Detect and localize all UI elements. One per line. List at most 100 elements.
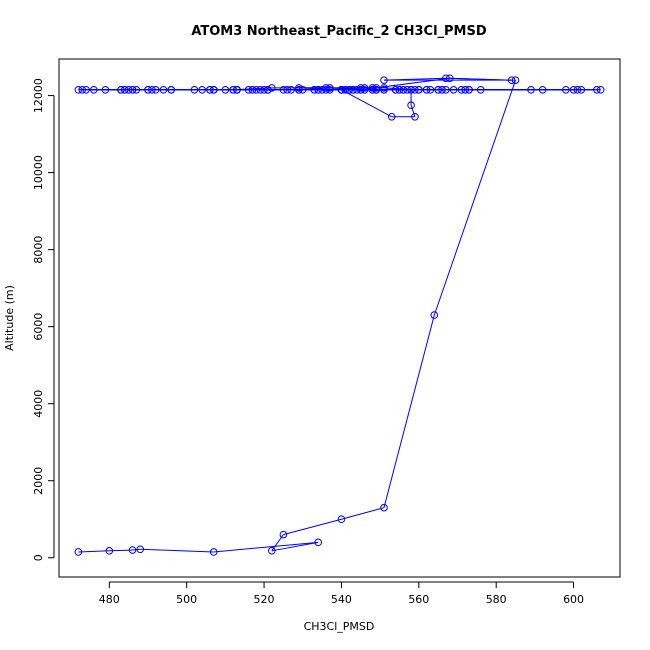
- x-tick-label: 560: [408, 593, 429, 606]
- data-point: [415, 86, 423, 94]
- series-line-segment: [410, 105, 416, 117]
- data-point: [349, 86, 357, 94]
- x-tick-label: 520: [254, 593, 275, 606]
- data-point: [279, 530, 288, 539]
- chart-title: ATOM3 Northeast_Pacific_2 CH3Cl_PMSD: [191, 24, 487, 39]
- data-point: [457, 86, 466, 94]
- data-point: [511, 76, 520, 84]
- series-line-segment: [109, 549, 133, 552]
- data-point: [209, 548, 218, 556]
- data-point: [356, 86, 365, 94]
- data-point: [287, 86, 295, 94]
- data-point: [538, 86, 547, 94]
- data-point: [206, 86, 214, 94]
- data-point: [132, 86, 141, 94]
- data-point: [562, 86, 570, 94]
- series-line-segment: [341, 89, 392, 118]
- x-tick-label: 600: [563, 593, 584, 606]
- y-tick-label: 8000: [32, 236, 45, 264]
- series-line-segment: [341, 507, 385, 520]
- data-point: [411, 86, 419, 94]
- data-point: [78, 86, 87, 94]
- x-axis: 480 500 520 540 560 580 600: [99, 581, 584, 606]
- data-point: [407, 86, 415, 94]
- data-point: [233, 86, 241, 94]
- data-point: [295, 86, 303, 94]
- data-point: [326, 84, 334, 92]
- data-point: [399, 86, 408, 94]
- data-point: [461, 86, 470, 94]
- x-tick-label: 500: [176, 593, 197, 606]
- data-point: [128, 546, 137, 554]
- data-point: [298, 86, 307, 94]
- data-point: [120, 86, 129, 94]
- data-point: [267, 547, 276, 555]
- data-point: [449, 86, 458, 94]
- series-line-segment: [433, 80, 517, 316]
- data-point: [527, 86, 535, 94]
- data-point: [395, 86, 404, 94]
- data-point: [569, 86, 578, 94]
- data-point: [368, 86, 377, 94]
- data-point: [252, 86, 261, 94]
- y-tick-label: 6000: [32, 313, 45, 341]
- data-point: [82, 86, 90, 94]
- data-point: [391, 86, 400, 94]
- data-point: [426, 86, 435, 94]
- data-point: [310, 86, 319, 94]
- data-point: [341, 86, 350, 94]
- y-tick-label: 12000: [32, 78, 45, 113]
- data-point: [190, 86, 199, 94]
- data-point: [403, 86, 412, 94]
- data-point: [442, 74, 450, 83]
- data-point: [387, 112, 396, 121]
- x-tick-label: 580: [486, 593, 507, 606]
- data-point: [260, 86, 268, 94]
- x-axis-label: CH3Cl_PMSD: [304, 620, 375, 633]
- y-tick-label: 10000: [32, 155, 45, 190]
- y-axis: 0 2000 4000 6000 8000 10000 12000: [32, 78, 55, 561]
- data-point: [368, 84, 377, 92]
- data-point: [380, 503, 388, 512]
- data-point: [337, 515, 346, 524]
- data-point: [283, 86, 292, 94]
- data-point: [229, 86, 237, 94]
- series-line-segment: [383, 314, 435, 508]
- data-point: [117, 86, 125, 94]
- data-point: [90, 86, 98, 94]
- series-line-segment: [132, 548, 141, 551]
- data-point: [151, 86, 160, 94]
- data-point: [442, 86, 450, 94]
- data-point: [372, 84, 381, 92]
- plot-frame: [58, 58, 621, 578]
- data-point: [256, 86, 264, 94]
- data-point: [314, 86, 323, 94]
- data-point: [380, 76, 388, 84]
- x-tick-label: 540: [331, 593, 352, 606]
- data-point: [128, 86, 137, 94]
- data-point: [380, 86, 388, 94]
- data-point: [136, 545, 145, 554]
- series-points: [74, 74, 605, 556]
- data-point: [577, 86, 586, 94]
- data-point: [198, 86, 206, 94]
- series-line-segment: [140, 548, 214, 553]
- data-point: [221, 86, 230, 94]
- data-point: [407, 101, 415, 110]
- data-point: [360, 86, 369, 94]
- data-point: [345, 86, 353, 94]
- data-point: [105, 547, 114, 555]
- data-point: [322, 84, 330, 92]
- data-point: [573, 86, 582, 94]
- data-point: [360, 84, 369, 92]
- series-line-segment: [449, 77, 512, 81]
- data-point: [596, 86, 605, 94]
- data-point: [465, 86, 473, 94]
- data-point: [167, 86, 175, 94]
- data-point: [337, 86, 346, 94]
- data-point: [438, 86, 446, 94]
- data-point: [476, 86, 485, 94]
- series-line-segment: [271, 541, 319, 552]
- data-point: [295, 84, 303, 92]
- series-lines: [78, 77, 601, 553]
